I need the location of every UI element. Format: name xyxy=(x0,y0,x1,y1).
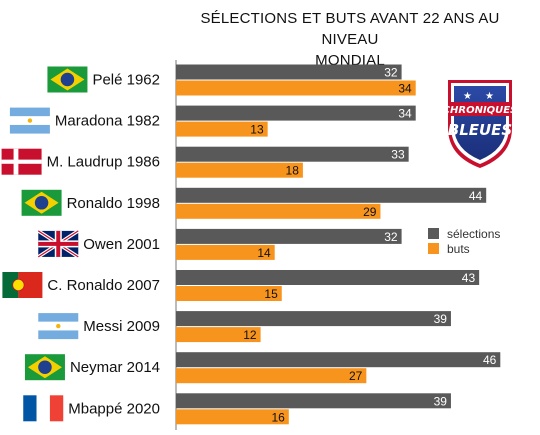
bar-buts xyxy=(176,121,268,137)
bar-buts xyxy=(176,286,282,301)
data-label: 46 xyxy=(483,353,497,367)
data-label: 29 xyxy=(363,205,377,219)
data-label: 39 xyxy=(434,312,448,326)
data-label: 27 xyxy=(349,369,363,383)
data-label: 34 xyxy=(398,107,412,121)
data-label: 32 xyxy=(384,66,398,80)
bar-buts xyxy=(176,244,275,260)
legend-label: sélections xyxy=(447,227,500,241)
logo-ribbon xyxy=(448,102,512,116)
bar-buts xyxy=(176,368,367,384)
category-label: C. Ronaldo 2007 xyxy=(47,277,160,294)
bar-selections xyxy=(176,228,402,244)
category-label: Messi 2009 xyxy=(83,318,160,335)
denmark-flag-icon xyxy=(1,148,42,175)
category-label: Pelé 1962 xyxy=(92,72,160,89)
data-label: 14 xyxy=(257,246,271,260)
data-label: 15 xyxy=(264,287,278,301)
brazil-flag-icon xyxy=(24,354,65,381)
bar-selections xyxy=(176,352,501,368)
bar-selections xyxy=(176,187,487,203)
chroniques-bleues-logo: ★ ★ CHRONIQUES BLEUES xyxy=(443,80,518,168)
bar-selections xyxy=(176,105,416,121)
chart-title-line-1: SÉLECTIONS ET BUTS AVANT 22 ANS AU NIVEA… xyxy=(200,10,500,48)
bar-selections xyxy=(176,311,451,327)
category-label: Ronaldo 1998 xyxy=(67,195,160,212)
legend-swatch xyxy=(428,243,439,254)
data-label: 13 xyxy=(250,123,264,137)
portugal-flag-icon xyxy=(2,272,43,298)
data-label: 34 xyxy=(398,82,412,96)
united-kingdom-flag-icon xyxy=(37,229,80,259)
bar-buts xyxy=(176,162,303,178)
bar-buts xyxy=(176,409,289,425)
france-flag-icon xyxy=(23,395,64,422)
legend-swatch xyxy=(428,228,439,239)
brazil-flag-icon xyxy=(21,189,62,216)
bar-buts xyxy=(176,203,381,219)
data-label: 44 xyxy=(469,189,483,203)
bar-buts xyxy=(176,327,261,343)
data-label: 32 xyxy=(384,230,398,244)
data-label: 39 xyxy=(434,394,448,408)
bar-selections xyxy=(176,64,402,80)
bar-selections xyxy=(176,146,409,162)
category-label: Maradona 1982 xyxy=(55,113,160,130)
logo-star-icon: ★ xyxy=(463,91,472,102)
category-label: Owen 2001 xyxy=(83,236,160,253)
category-label: Mbappé 2020 xyxy=(68,400,160,417)
data-label: 33 xyxy=(391,148,405,162)
data-label: 18 xyxy=(286,164,300,178)
data-label: 12 xyxy=(243,328,257,342)
logo-text-line2: BLEUES xyxy=(448,121,512,139)
bar-buts xyxy=(176,80,416,96)
argentina-flag-icon xyxy=(9,107,50,134)
legend-label: buts xyxy=(447,242,470,256)
brazil-flag-icon xyxy=(47,66,88,93)
bar-selections xyxy=(176,393,451,409)
category-label: M. Laudrup 1986 xyxy=(47,154,160,171)
logo-text-line1: CHRONIQUES xyxy=(443,105,518,116)
data-label: 16 xyxy=(271,410,285,424)
data-label: 43 xyxy=(462,271,476,285)
logo-star-icon: ★ xyxy=(485,91,494,102)
category-label: Neymar 2014 xyxy=(70,359,160,376)
bar-selections xyxy=(176,270,480,285)
argentina-flag-icon xyxy=(38,313,79,340)
